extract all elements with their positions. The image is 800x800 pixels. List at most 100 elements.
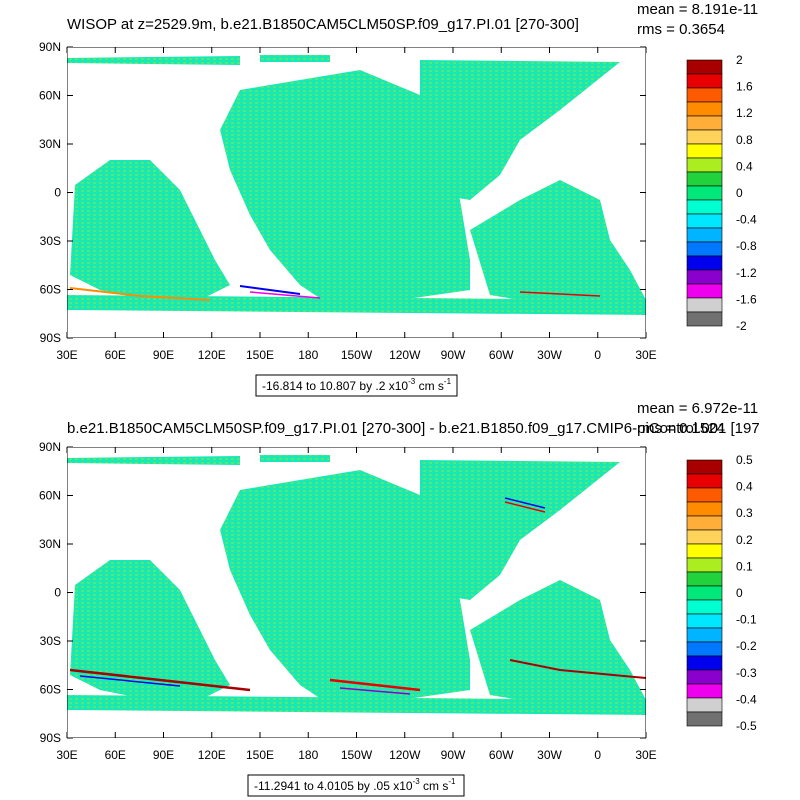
- range-box-bottom: -11.2941 to 4.0105 by .05 x10-3 cm s-1: [247, 774, 465, 797]
- x-tick-label: 180: [298, 348, 318, 362]
- x-tick-label: 0: [594, 348, 601, 362]
- colorbar-segment: [686, 529, 723, 545]
- panel-bottom-mean: mean = 6.972e-11: [637, 400, 758, 417]
- colorbar-segment: [686, 683, 723, 699]
- colorbar-segment: [686, 283, 723, 299]
- colorbar-segment: [686, 557, 723, 573]
- colorbar-segment: [686, 655, 723, 671]
- colorbar-label: -0.5: [736, 719, 757, 733]
- anomaly-streaks-bottom: [69, 497, 646, 695]
- colorbar-segment: [686, 227, 723, 243]
- x-tick-label: 120W: [389, 348, 421, 362]
- colorbar-segment: [686, 87, 723, 103]
- x-tick-label: 90W: [441, 348, 466, 362]
- svg-text:-11.2941 to 4.0105 by .05 x10-: -11.2941 to 4.0105 by .05 x10-3 cm s-1: [254, 777, 456, 793]
- x-tick-label: 150W: [341, 748, 373, 762]
- y-tick-label: 30S: [40, 634, 61, 648]
- colorbar-segment: [686, 171, 723, 187]
- colorbar-segment: [686, 185, 723, 201]
- colorbar-label: 0.4: [736, 159, 753, 173]
- range-label-top: -16.814 to 10.807 by .2 x10: [262, 379, 408, 393]
- colorbar-segment: [686, 711, 723, 727]
- colorbar-segment: [686, 311, 723, 327]
- x-tick-label: 90E: [153, 748, 174, 762]
- colorbar-segment: [686, 669, 723, 685]
- colorbar-label: 0.1: [736, 559, 753, 573]
- y-tick-label: 90N: [39, 40, 61, 54]
- colorbar-label: -0.4: [736, 692, 757, 706]
- y-tick-label: 30N: [39, 537, 61, 551]
- colorbar-label: 1.6: [736, 80, 753, 94]
- colorbar-label: 0: [736, 186, 743, 200]
- range-unit-exp-bottom: -1: [448, 777, 456, 786]
- colorbar-label: 2: [736, 53, 743, 67]
- colorbar-top: 2 1.6 1.2 0.8 0.4 0 -0.4 -0.8 -1.2 -1.6 -2: [686, 53, 757, 333]
- colorbar-segment: [686, 571, 723, 587]
- colorbar-segment: [686, 129, 723, 145]
- axes-bottom: 30E 60E 90E 120E 150E 180 150W 120W 90W 60W 30W 0 30…: [39, 440, 657, 762]
- colorbar-label: -0.8: [736, 239, 757, 253]
- colorbar-label: 0: [736, 586, 743, 600]
- x-tick-label: 30W: [537, 348, 562, 362]
- range-exp-top: -3: [408, 377, 416, 386]
- x-tick-label: 60W: [489, 348, 514, 362]
- x-tick-label: 60E: [105, 348, 126, 362]
- colorbar-label: 0.2: [736, 533, 753, 547]
- x-tick-label: 60E: [105, 748, 126, 762]
- x-tick-label: 30E: [56, 748, 77, 762]
- range-unit-top: cm s: [415, 379, 444, 393]
- colorbar-label: 0.3: [736, 506, 753, 520]
- x-tick-label: 30E: [635, 748, 656, 762]
- colorbar-segment: [686, 487, 723, 503]
- plot-area-bottom: [67, 447, 646, 738]
- panel-top-rms: rms = 0.3654: [637, 21, 725, 38]
- colorbar-segment: [686, 59, 723, 75]
- y-tick-label: 60N: [39, 89, 61, 103]
- colorbar-segment: [686, 157, 723, 173]
- x-tick-label: 30E: [56, 348, 77, 362]
- x-tick-label: 150W: [341, 348, 373, 362]
- colorbar-segment: [686, 613, 723, 629]
- colorbar-bottom: 0.5 0.4 0.3 0.2 0.1 0 -0.1 -0.2 -0.3 -0.4 -0.5: [686, 453, 757, 733]
- x-tick-label: 120E: [198, 348, 226, 362]
- colorbar-label: 0.8: [736, 133, 753, 147]
- panel-bottom-rms: rms = 0.1524: [637, 420, 725, 437]
- y-tick-label: 30N: [39, 137, 61, 151]
- x-tick-label: 90E: [153, 348, 174, 362]
- panel-top: WISOP at z=2529.9m, b.e21.B1850CAM5CLM50…: [39, 1, 758, 397]
- colorbar-segment: [686, 543, 723, 559]
- y-tick-label: 90S: [40, 331, 61, 345]
- colorbar-segment: [686, 459, 723, 475]
- colorbar-segment: [686, 501, 723, 517]
- y-tick-label: 30S: [40, 234, 61, 248]
- colorbar-segment: [686, 73, 723, 89]
- ocean-field-top: [67, 55, 646, 315]
- y-tick-label: 0: [54, 186, 61, 200]
- colorbar-segment: [686, 101, 723, 117]
- colorbar-segment: [686, 241, 723, 257]
- colorbar-segment: [686, 627, 723, 643]
- x-tick-label: 90W: [441, 748, 466, 762]
- colorbar-label: 0.4: [736, 480, 753, 494]
- y-tick-label: 90S: [40, 731, 61, 745]
- axes-top: 30E 60E 90E 120E 150E 180 150W 120W 90W 60W 30W 0 30…: [39, 40, 657, 362]
- range-box-top: -16.814 to 10.807 by .2 x10-3 cm s-1: [255, 374, 458, 397]
- x-tick-label: 30E: [635, 348, 656, 362]
- y-tick-label: 60S: [40, 683, 61, 697]
- panel-top-title: WISOP at z=2529.9m, b.e21.B1850CAM5CLM50…: [67, 16, 579, 33]
- colorbar-segment: [686, 599, 723, 615]
- range-unit-bottom: cm s: [420, 779, 449, 793]
- x-tick-label: 150E: [246, 348, 274, 362]
- anomaly-streaks-top: [69, 285, 601, 301]
- x-tick-label: 180: [298, 748, 318, 762]
- colorbar-label: -0.2: [736, 639, 757, 653]
- colorbar-segment: [686, 115, 723, 131]
- x-tick-label: 120W: [389, 748, 421, 762]
- panel-bottom-title: b.e21.B1850CAM5CLM50SP.f09_g17.PI.01 [27…: [67, 420, 760, 437]
- colorbar-segment: [686, 515, 723, 531]
- colorbar-label: 1.2: [736, 106, 753, 120]
- y-tick-label: 60N: [39, 489, 61, 503]
- colorbar-segment: [686, 255, 723, 271]
- x-tick-label: 120E: [198, 748, 226, 762]
